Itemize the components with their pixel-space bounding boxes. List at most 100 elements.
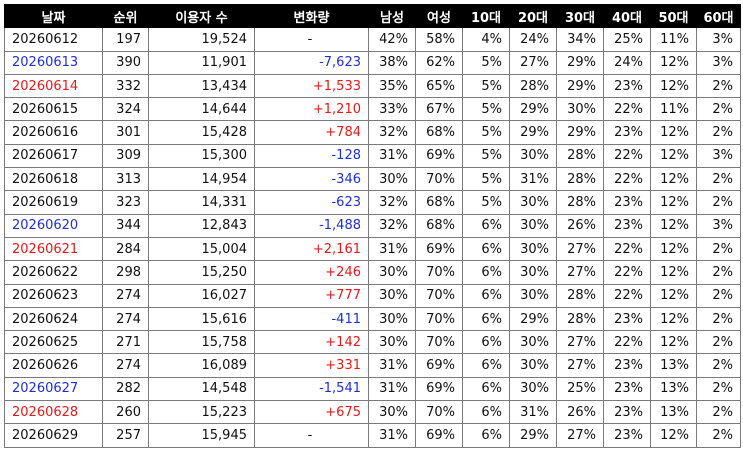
cell-rank: 301 — [102, 120, 149, 145]
cell-male: 31% — [368, 143, 416, 169]
cell-age50: 12% — [650, 283, 697, 308]
cell-male: 30% — [368, 330, 416, 355]
cell-age60: 2% — [696, 97, 741, 122]
header-age40: 40대 — [603, 3, 651, 29]
cell-male: 31% — [368, 423, 416, 448]
cell-female: 65% — [415, 73, 463, 99]
cell-male: 30% — [368, 283, 416, 308]
cell-age10: 6% — [462, 213, 510, 238]
cell-rank: 197 — [102, 27, 149, 52]
cell-age30: 29% — [556, 120, 604, 145]
cell-date: 20260621 — [4, 236, 103, 262]
cell-male: 30% — [368, 167, 416, 192]
cell-change: -411 — [254, 306, 369, 332]
table-row: 20260621 284 15,004 +2,161 31% 69% 6% 30% 27% 22%… — [4, 236, 741, 262]
cell-age50: 13% — [650, 353, 697, 378]
cell-female: 69% — [415, 236, 463, 262]
cell-age30: 27% — [556, 330, 604, 355]
cell-age50: 11% — [650, 97, 697, 122]
cell-users: 15,223 — [148, 400, 255, 425]
cell-users: 12,843 — [148, 213, 255, 238]
cell-male: 32% — [368, 190, 416, 215]
cell-female: 70% — [415, 306, 463, 332]
cell-date: 20260617 — [4, 143, 103, 169]
cell-male: 30% — [368, 400, 416, 425]
cell-age20: 29% — [509, 120, 557, 145]
cell-rank: 274 — [102, 283, 149, 308]
cell-male: 38% — [368, 50, 416, 75]
cell-age30: 28% — [556, 167, 604, 192]
cell-change: -1,541 — [254, 376, 369, 402]
cell-change: - — [254, 27, 369, 52]
cell-date: 20260615 — [4, 97, 103, 122]
cell-rank: 332 — [102, 73, 149, 99]
cell-age20: 29% — [509, 423, 557, 448]
cell-age60: 2% — [696, 73, 741, 99]
cell-date: 20260624 — [4, 306, 103, 332]
cell-change: +784 — [254, 120, 369, 145]
cell-users: 13,434 — [148, 73, 255, 99]
cell-female: 58% — [415, 27, 463, 52]
table-row: 20260614 332 13,434 +1,533 35% 65% 5% 28% 29% 23%… — [4, 73, 741, 99]
table-row: 20260615 324 14,644 +1,210 33% 67% 5% 29% 30% 22%… — [4, 97, 741, 122]
cell-age40: 22% — [603, 283, 651, 308]
cell-age20: 30% — [509, 260, 557, 285]
cell-female: 69% — [415, 143, 463, 169]
cell-date: 20260629 — [4, 423, 103, 448]
cell-male: 33% — [368, 97, 416, 122]
cell-age10: 6% — [462, 376, 510, 402]
cell-age50: 12% — [650, 260, 697, 285]
cell-age60: 2% — [696, 283, 741, 308]
cell-age30: 27% — [556, 236, 604, 262]
cell-age10: 6% — [462, 330, 510, 355]
cell-age10: 5% — [462, 97, 510, 122]
cell-age40: 24% — [603, 50, 651, 75]
cell-change: +675 — [254, 400, 369, 425]
cell-rank: 271 — [102, 330, 149, 355]
cell-rank: 309 — [102, 143, 149, 169]
cell-age60: 3% — [696, 213, 741, 238]
cell-date: 20260626 — [4, 353, 103, 378]
cell-users: 11,901 — [148, 50, 255, 75]
table-row: 20260616 301 15,428 +784 32% 68% 5% 29% 29% 23% 12… — [4, 120, 741, 145]
cell-age50: 12% — [650, 190, 697, 215]
table-body: 20260612 197 19,524-42% 58% 4% 24% 34% 25% 11% 3%… — [4, 27, 741, 448]
cell-age50: 12% — [650, 423, 697, 448]
cell-age40: 22% — [603, 167, 651, 192]
cell-change: - — [254, 423, 369, 448]
cell-rank: 344 — [102, 213, 149, 238]
cell-change: -346 — [254, 167, 369, 192]
header-age20: 20대 — [509, 3, 557, 29]
cell-age30: 28% — [556, 143, 604, 169]
cell-age20: 29% — [509, 97, 557, 122]
cell-age60: 2% — [696, 167, 741, 192]
cell-age60: 2% — [696, 306, 741, 332]
cell-age60: 2% — [696, 236, 741, 262]
cell-rank: 324 — [102, 97, 149, 122]
cell-age50: 12% — [650, 330, 697, 355]
cell-users: 15,616 — [148, 306, 255, 332]
cell-rank: 298 — [102, 260, 149, 285]
cell-age10: 5% — [462, 73, 510, 99]
cell-age20: 30% — [509, 213, 557, 238]
daily-user-stats-table: 날짜 순위 이용자 수 변화량 남성 여성 10대 20대 30대 40대 50… — [4, 3, 741, 448]
cell-change: -623 — [254, 190, 369, 215]
cell-male: 31% — [368, 236, 416, 262]
cell-age50: 12% — [650, 50, 697, 75]
cell-age40: 23% — [603, 306, 651, 332]
cell-users: 14,331 — [148, 190, 255, 215]
cell-users: 14,548 — [148, 376, 255, 402]
cell-rank: 274 — [102, 353, 149, 378]
cell-age10: 6% — [462, 423, 510, 448]
header-date: 날짜 — [4, 3, 103, 29]
cell-users: 15,428 — [148, 120, 255, 145]
cell-age50: 12% — [650, 236, 697, 262]
cell-age50: 13% — [650, 376, 697, 402]
cell-female: 70% — [415, 260, 463, 285]
cell-age20: 27% — [509, 50, 557, 75]
cell-age60: 3% — [696, 143, 741, 169]
cell-date: 20260628 — [4, 400, 103, 425]
cell-date: 20260613 — [4, 50, 103, 75]
header-age10: 10대 — [462, 3, 510, 29]
cell-age30: 29% — [556, 73, 604, 99]
